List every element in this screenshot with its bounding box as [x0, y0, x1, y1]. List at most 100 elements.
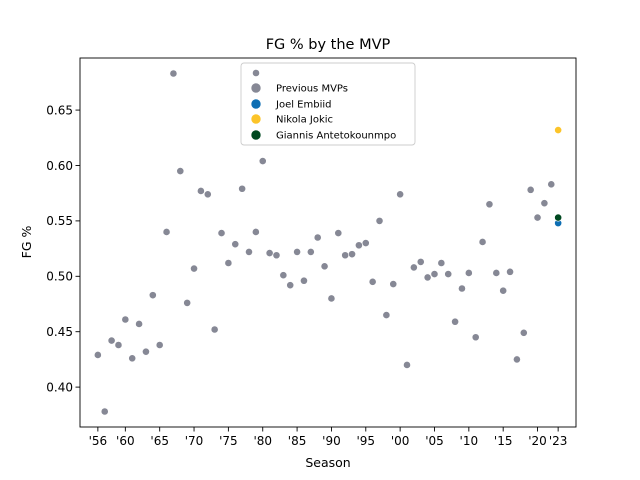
- data-point: [464, 269, 473, 277]
- x-tick-label: '56: [89, 434, 108, 448]
- data-point: [114, 341, 123, 349]
- data-points: [93, 69, 563, 416]
- legend-marker: [252, 69, 260, 77]
- data-point: [128, 354, 137, 363]
- x-tick-label: '75: [219, 434, 238, 448]
- data-point: [499, 286, 508, 295]
- y-tick-label: 0.45: [46, 325, 73, 339]
- data-point: [258, 157, 267, 165]
- data-point: [93, 351, 102, 359]
- legend-marker: [250, 82, 262, 94]
- y-tick-label: 0.65: [46, 103, 73, 117]
- data-point: [231, 240, 240, 249]
- data-point: [506, 267, 514, 276]
- data-point: [396, 190, 405, 199]
- legend-label: Joel Embiid: [275, 100, 332, 111]
- data-point: [155, 341, 164, 349]
- data-point: [169, 69, 178, 78]
- data-point: [251, 228, 260, 236]
- data-point: [300, 276, 308, 285]
- data-point: [190, 264, 198, 273]
- data-point: [293, 248, 301, 256]
- x-tick-label: '90: [322, 434, 341, 448]
- legend-marker: [250, 129, 262, 141]
- x-tick-label: '00: [391, 434, 410, 448]
- data-point: [348, 250, 356, 259]
- data-point: [485, 200, 494, 209]
- y-tick-label: 0.60: [46, 159, 73, 173]
- y-axis-ticks: 0.40 0.45 0.50 0.55 0.60 0.65: [46, 103, 80, 394]
- data-point: [526, 185, 535, 194]
- data-point: [368, 277, 377, 286]
- data-point: [341, 251, 350, 260]
- data-point: [409, 263, 418, 272]
- data-point: [478, 238, 487, 246]
- data-point: [471, 333, 480, 342]
- chart-title: FG % by the MVP: [266, 37, 391, 53]
- data-point: [554, 213, 563, 222]
- y-tick-label: 0.55: [46, 214, 73, 228]
- data-point: [375, 216, 384, 225]
- data-point: [279, 271, 288, 280]
- data-point: [197, 187, 205, 195]
- legend-marker: [250, 113, 262, 125]
- data-point: [320, 262, 329, 271]
- data-point: [437, 259, 446, 267]
- x-tick-label: '65: [150, 434, 169, 448]
- legend-label: Giannis Antetokounmpo: [276, 131, 396, 142]
- data-point: [286, 281, 295, 290]
- data-point: [416, 257, 425, 266]
- data-point: [313, 233, 322, 242]
- data-point: [423, 273, 432, 282]
- data-point: [327, 294, 336, 303]
- data-point: [306, 248, 315, 256]
- data-point: [107, 336, 116, 345]
- data-point: [176, 167, 185, 175]
- data-point: [210, 325, 219, 334]
- data-point: [148, 291, 157, 300]
- data-point: [135, 320, 143, 328]
- data-point: [162, 228, 171, 236]
- legend-label: Nikola Jokic: [276, 115, 333, 126]
- x-tick-label: '10: [460, 434, 479, 448]
- data-point: [554, 126, 563, 134]
- data-point: [142, 347, 150, 356]
- x-axis-ticks: '56 '60 '65 '70 '75 '80 '85 '90 '95 '00 '05 '10 '15 '…: [89, 427, 567, 448]
- data-point: [430, 270, 439, 278]
- y-axis-label: FG %: [19, 226, 34, 259]
- x-tick-label: '70: [185, 434, 204, 448]
- data-point: [183, 298, 192, 307]
- data-point: [203, 190, 212, 199]
- data-point: [403, 361, 411, 369]
- data-point: [265, 249, 274, 257]
- data-point: [519, 328, 528, 337]
- data-point: [389, 280, 398, 288]
- data-point: [513, 355, 521, 364]
- y-tick-label: 0.40: [46, 380, 73, 394]
- data-point: [533, 213, 542, 222]
- legend-frame: [240, 62, 416, 146]
- data-point: [217, 229, 226, 237]
- x-tick-label: '05: [425, 434, 444, 448]
- data-point: [334, 229, 343, 237]
- data-point: [272, 251, 281, 260]
- plot-frame: [79, 57, 577, 428]
- legend: Previous MVPs Joel Embiid Nikola Jokic Gian…: [240, 62, 416, 146]
- data-point: [492, 269, 501, 277]
- x-tick-label: '95: [356, 434, 375, 448]
- data-point: [224, 259, 233, 267]
- x-tick-label: '20: [528, 434, 547, 448]
- data-point: [458, 284, 466, 293]
- data-point: [540, 199, 549, 208]
- data-point: [451, 317, 459, 326]
- y-tick-label: 0.50: [46, 270, 73, 284]
- data-point: [238, 184, 247, 193]
- x-tick-label: '60: [116, 434, 135, 448]
- legend-marker: [250, 98, 262, 110]
- data-point: [245, 248, 253, 256]
- data-point: [444, 270, 453, 278]
- legend-label: Previous MVPs: [276, 84, 348, 95]
- x-tick-label: '15: [494, 434, 513, 448]
- data-point: [121, 315, 130, 324]
